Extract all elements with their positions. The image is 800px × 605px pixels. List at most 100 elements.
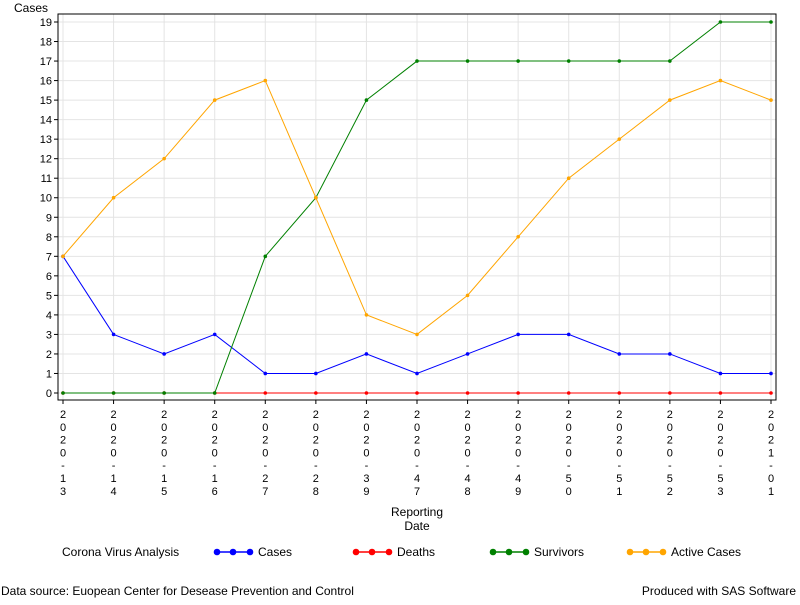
- y-tick-label: 16: [40, 76, 52, 88]
- data-point: [718, 78, 723, 83]
- y-tick-label: 8: [46, 232, 52, 244]
- data-point: [668, 98, 672, 102]
- data-point: [668, 352, 672, 356]
- data-point: [718, 371, 723, 376]
- x-tick-label: 2 0 2 0 -1 3: [60, 409, 66, 498]
- data-point: [769, 20, 773, 24]
- x-tick-label: 2 0 2 0 -4 7: [414, 409, 420, 498]
- legend-swatch-marker: [213, 548, 221, 556]
- data-point: [415, 371, 419, 376]
- legend-label: Cases: [258, 545, 292, 559]
- y-tick-label: 6: [46, 271, 52, 283]
- data-point: [617, 352, 622, 356]
- data-point: [465, 352, 470, 356]
- data-point: [61, 254, 65, 259]
- data-point: [668, 59, 672, 63]
- legend-title: Corona Virus Analysis: [62, 545, 179, 559]
- data-point: [516, 59, 520, 63]
- x-tick-label: 2 0 2 0 -5 3: [717, 409, 723, 498]
- data-point: [718, 20, 723, 24]
- x-tick-label: 2 0 2 0 -4 8: [465, 409, 471, 498]
- produced-with-footnote: Produced with SAS Software: [641, 584, 796, 598]
- y-tick-label: 5: [46, 290, 52, 302]
- data-point: [314, 391, 318, 395]
- y-axis-title: Cases: [14, 1, 48, 15]
- data-point: [769, 371, 773, 376]
- data-point: [617, 59, 622, 63]
- legend-swatch-marker: [505, 548, 513, 556]
- data-point: [314, 371, 318, 376]
- data-source-footnote: Data source: Euopean Center for Desease …: [1, 584, 354, 598]
- x-tick-label: 2 0 2 0 -5 1: [616, 409, 622, 498]
- y-tick-label: 15: [40, 95, 52, 107]
- legend-swatch-marker: [229, 548, 237, 556]
- data-point: [516, 391, 520, 395]
- legend-swatch-marker: [489, 548, 497, 556]
- data-point: [718, 391, 723, 395]
- y-tick-label: 4: [46, 310, 52, 322]
- data-point: [212, 98, 217, 102]
- data-point: [364, 391, 369, 395]
- data-point: [769, 98, 773, 102]
- x-tick-label: 2 0 2 0 -4 9: [515, 409, 521, 498]
- data-point: [566, 176, 571, 181]
- data-point: [415, 391, 419, 395]
- data-point: [465, 391, 470, 395]
- data-point: [263, 78, 268, 83]
- data-point: [263, 391, 268, 395]
- x-tick-label: 2 0 2 0 -5 2: [667, 409, 673, 498]
- legend-label: Deaths: [397, 545, 435, 559]
- y-tick-label: 1: [46, 368, 52, 380]
- data-point: [516, 332, 520, 337]
- legend-swatch-marker: [368, 548, 376, 556]
- y-tick-label: 18: [40, 37, 52, 49]
- legend-swatch-marker: [352, 548, 360, 556]
- data-point: [566, 332, 571, 337]
- data-point: [566, 391, 571, 395]
- y-tick-label: 9: [46, 212, 52, 224]
- y-tick-label: 13: [40, 134, 52, 146]
- data-point: [111, 391, 116, 395]
- data-point: [465, 59, 470, 63]
- data-point: [314, 195, 318, 200]
- data-point: [415, 59, 419, 63]
- data-point: [617, 391, 622, 395]
- data-point: [162, 391, 166, 395]
- x-tick-label: 2 0 2 0 -5 0: [566, 409, 572, 498]
- data-point: [668, 391, 672, 395]
- x-tick-label: 2 0 2 0 -3 9: [363, 409, 369, 498]
- data-point: [212, 332, 217, 337]
- data-point: [415, 332, 419, 337]
- data-point: [111, 332, 116, 337]
- y-tick-label: 19: [40, 17, 52, 29]
- x-tick-label: 2 0 2 0 -1 5: [161, 409, 167, 498]
- data-point: [364, 98, 369, 102]
- legend-label: Survivors: [534, 545, 584, 559]
- data-point: [111, 195, 116, 200]
- y-tick-label: 14: [40, 115, 52, 127]
- y-tick-label: 12: [40, 154, 52, 166]
- data-point: [364, 313, 369, 317]
- legend-swatch-marker: [642, 548, 650, 556]
- legend-swatch-marker: [659, 548, 667, 556]
- data-point: [263, 371, 268, 376]
- legend-swatch-marker: [246, 548, 254, 556]
- data-point: [617, 137, 622, 141]
- x-axis-title: Reporting Date: [391, 505, 443, 533]
- data-point: [162, 156, 166, 161]
- y-tick-label: 7: [46, 251, 52, 263]
- y-tick-label: 11: [41, 173, 52, 185]
- data-point: [162, 352, 166, 356]
- data-point: [212, 391, 217, 395]
- data-point: [566, 59, 571, 63]
- legend-swatch-marker: [626, 548, 634, 556]
- data-point: [769, 391, 773, 395]
- data-point: [61, 391, 65, 395]
- x-tick-label: 2 0 2 0 -1 4: [111, 409, 117, 498]
- y-tick-label: 0: [46, 388, 52, 400]
- data-point: [263, 254, 268, 259]
- data-point: [516, 234, 520, 239]
- x-tick-label: 2 0 2 0 -2 7: [262, 409, 268, 498]
